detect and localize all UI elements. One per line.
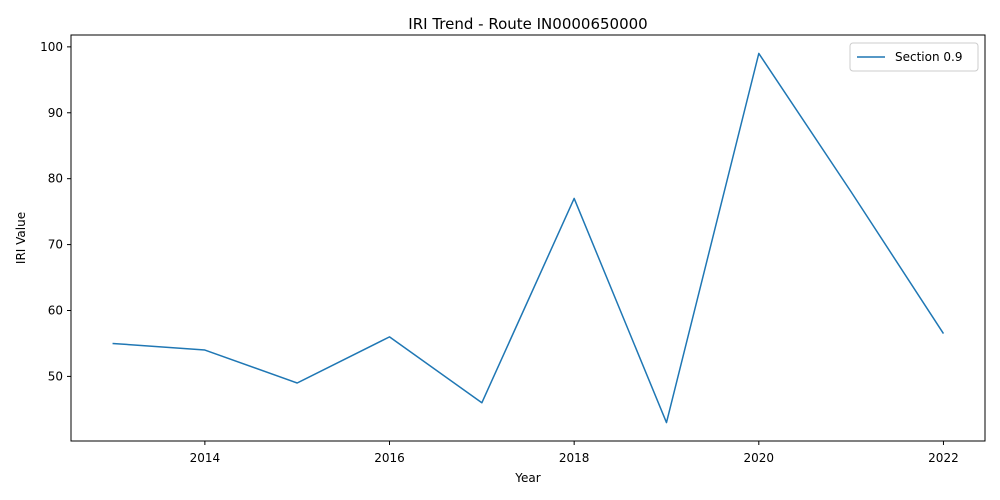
x-axis: 2014 2016 2018 2020 2022 [190, 441, 959, 465]
y-tick-label: 60 [48, 304, 63, 318]
y-tick-label: 70 [48, 238, 63, 252]
legend-label: Section 0.9 [895, 50, 962, 64]
y-axis-label: IRI Value [14, 212, 28, 264]
y-tick-label: 50 [48, 369, 63, 383]
chart-title: IRI Trend - Route IN0000650000 [408, 15, 647, 33]
y-tick-label: 90 [48, 106, 63, 120]
legend-box [849, 42, 979, 72]
y-tick-label: 100 [40, 40, 63, 54]
x-tick-label: 2016 [374, 451, 405, 465]
x-tick-label: 2022 [928, 451, 959, 465]
plot-frame [70, 34, 986, 442]
plot-area [112, 52, 945, 424]
x-tick-label: 2018 [559, 451, 590, 465]
x-tick-label: 2014 [190, 451, 221, 465]
x-tick-label: 2020 [744, 451, 775, 465]
legend: Section 0.9 [849, 42, 979, 72]
x-axis-label: Year [514, 471, 540, 485]
y-axis: 50 60 70 80 90 100 [40, 40, 71, 383]
series-line [112, 52, 945, 424]
y-tick-label: 80 [48, 172, 63, 186]
